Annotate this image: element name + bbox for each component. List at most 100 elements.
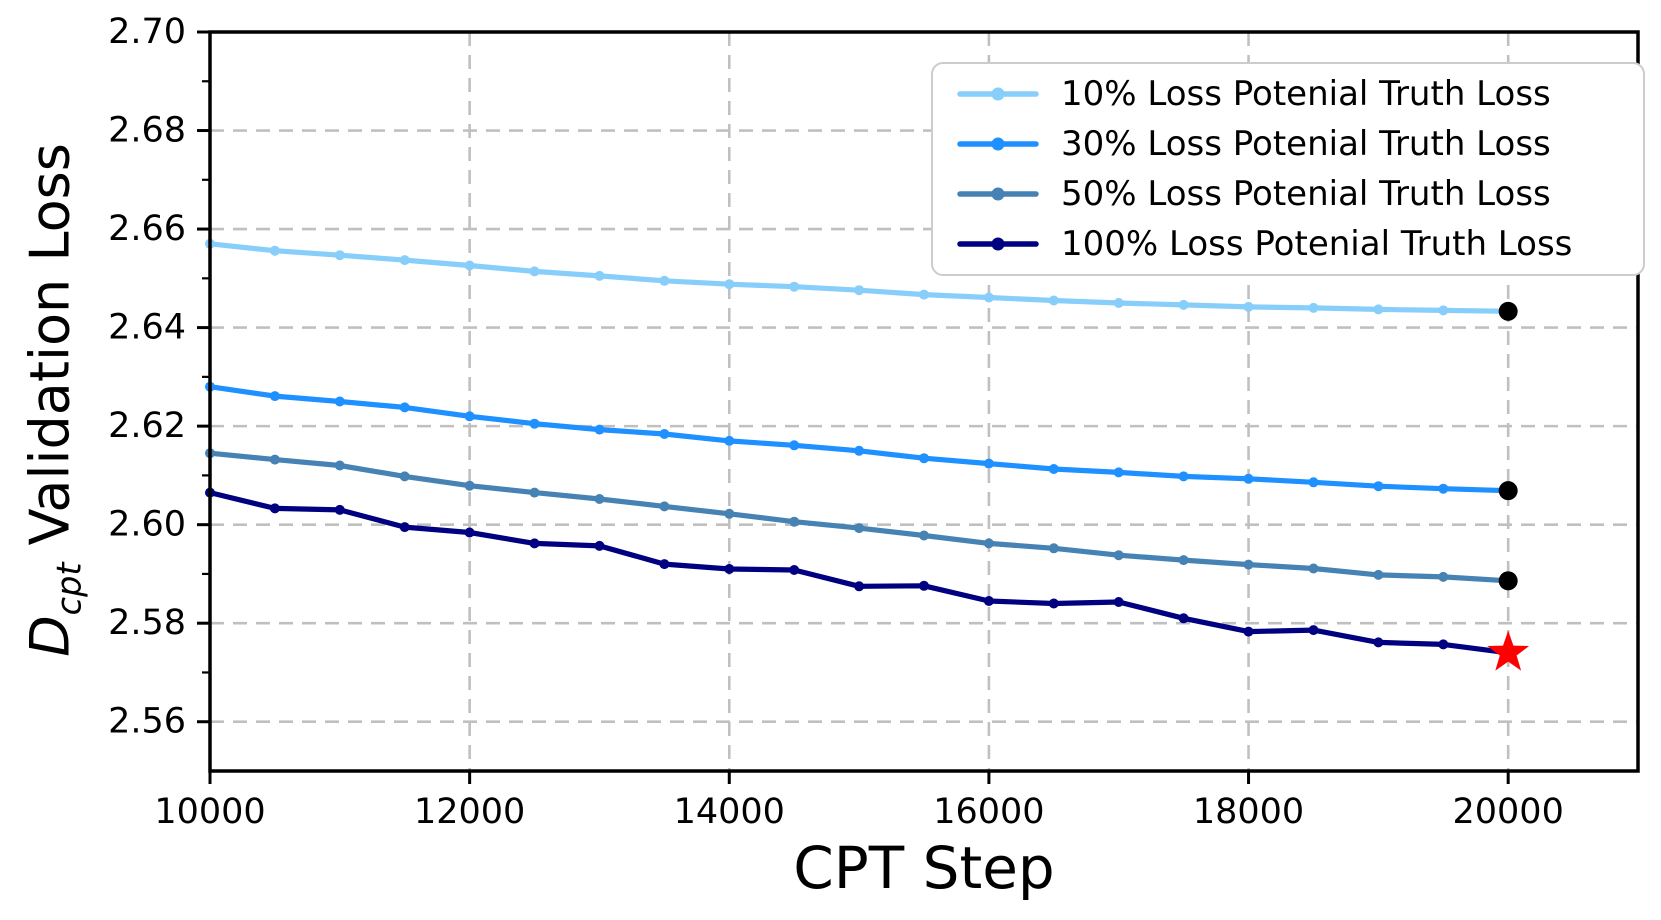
x-tick-label: 10000 xyxy=(154,792,265,832)
y-axis-label: Dcpt Validation Loss xyxy=(18,143,89,657)
data-point xyxy=(1243,473,1254,484)
data-point xyxy=(659,429,670,439)
y-axis-label-text: Validation Loss xyxy=(18,143,82,563)
data-point xyxy=(1113,597,1124,607)
data-point xyxy=(1243,626,1254,637)
data-point xyxy=(594,270,605,281)
data-point xyxy=(399,255,410,266)
final-point-dot xyxy=(1498,481,1518,501)
data-point xyxy=(594,424,605,435)
data-point xyxy=(919,289,929,300)
data-point xyxy=(1308,477,1319,488)
legend-label: 100% Loss Potenial Truth Loss xyxy=(1061,224,1573,264)
legend: 10% Loss Potenial Truth Loss 30% Loss Pot… xyxy=(931,62,1645,276)
data-point xyxy=(854,285,865,296)
end-markers xyxy=(1487,301,1530,671)
data-point xyxy=(529,538,540,549)
data-point xyxy=(529,487,540,498)
legend-line-sample xyxy=(957,187,1039,201)
y-tick-label: 2.62 xyxy=(108,406,186,446)
data-point xyxy=(789,516,800,527)
data-point xyxy=(269,245,280,256)
data-point xyxy=(1113,467,1124,478)
legend-marker xyxy=(991,137,1005,151)
data-point xyxy=(1048,598,1059,609)
final-point-dot xyxy=(1498,571,1518,591)
data-point xyxy=(919,530,929,541)
legend-label: 50% Loss Potenial Truth Loss xyxy=(1061,174,1551,214)
data-point xyxy=(399,522,410,533)
legend-marker xyxy=(991,87,1005,101)
data-point xyxy=(1178,299,1189,310)
y-tick-label: 2.68 xyxy=(108,111,186,151)
x-tick-label: 14000 xyxy=(674,792,785,832)
y-tick-label: 2.60 xyxy=(108,505,186,545)
data-point xyxy=(1438,639,1449,650)
data-point xyxy=(1178,471,1189,482)
data-point xyxy=(1308,563,1319,574)
data-point xyxy=(529,418,540,429)
data-point xyxy=(1178,555,1189,566)
data-point xyxy=(1048,543,1059,554)
axis-tick-labels: 2.56 2.58 2.60 2.62 2.64 2.66 2.68 2.70 10000 120… xyxy=(108,12,1564,832)
x-tick-label: 12000 xyxy=(414,792,525,832)
data-point xyxy=(854,445,865,456)
data-point xyxy=(464,527,475,538)
final-point-dot xyxy=(1498,301,1518,321)
data-point xyxy=(399,402,410,413)
legend-item: 30% Loss Potenial Truth Loss xyxy=(933,120,1643,168)
legend-label: 30% Loss Potenial Truth Loss xyxy=(1061,124,1551,164)
x-tick-label: 18000 xyxy=(1193,792,1304,832)
data-point xyxy=(1048,295,1059,306)
data-point xyxy=(334,396,345,407)
legend-item: 100% Loss Potenial Truth Loss xyxy=(933,220,1643,268)
data-point xyxy=(399,471,410,482)
legend-marker xyxy=(991,187,1005,201)
x-tick-label: 20000 xyxy=(1453,792,1564,832)
legend-item: 10% Loss Potenial Truth Loss xyxy=(933,70,1643,118)
y-axis-label-subscript: cpt xyxy=(49,562,89,616)
data-point xyxy=(724,564,735,574)
final-point-star xyxy=(1487,630,1530,671)
data-point xyxy=(1308,625,1319,636)
data-point xyxy=(594,494,605,504)
data-point xyxy=(1243,301,1254,312)
x-axis-label: CPT Step xyxy=(793,834,1055,902)
data-point xyxy=(724,279,735,290)
data-point xyxy=(659,559,670,570)
data-point xyxy=(1438,571,1449,582)
data-point xyxy=(334,460,345,471)
data-point xyxy=(1373,481,1384,492)
y-tick-label: 2.70 xyxy=(108,12,186,52)
data-point xyxy=(983,458,994,469)
axis-ticks xyxy=(197,30,1510,784)
legend-item: 50% Loss Potenial Truth Loss xyxy=(933,170,1643,218)
data-point xyxy=(1373,569,1384,580)
legend-label: 10% Loss Potenial Truth Loss xyxy=(1061,74,1551,114)
data-point xyxy=(334,250,345,261)
data-point xyxy=(789,281,800,292)
data-point xyxy=(464,411,475,422)
data-point xyxy=(1048,464,1059,474)
data-point xyxy=(464,480,475,491)
data-point xyxy=(659,275,670,286)
data-point xyxy=(269,503,280,514)
data-point xyxy=(1113,298,1124,308)
data-point xyxy=(529,266,540,277)
data-point xyxy=(464,260,475,271)
data-point xyxy=(269,391,280,402)
data-point xyxy=(919,453,929,464)
data-point xyxy=(724,508,735,519)
data-point xyxy=(919,580,929,591)
data-point xyxy=(854,523,865,534)
data-point xyxy=(983,596,994,606)
data-point xyxy=(334,504,345,515)
data-point xyxy=(1438,483,1449,494)
data-point xyxy=(1113,550,1124,561)
data-point xyxy=(269,454,280,465)
x-tick-label: 16000 xyxy=(933,792,1044,832)
data-point xyxy=(1178,613,1189,624)
y-tick-label: 2.58 xyxy=(108,603,186,643)
